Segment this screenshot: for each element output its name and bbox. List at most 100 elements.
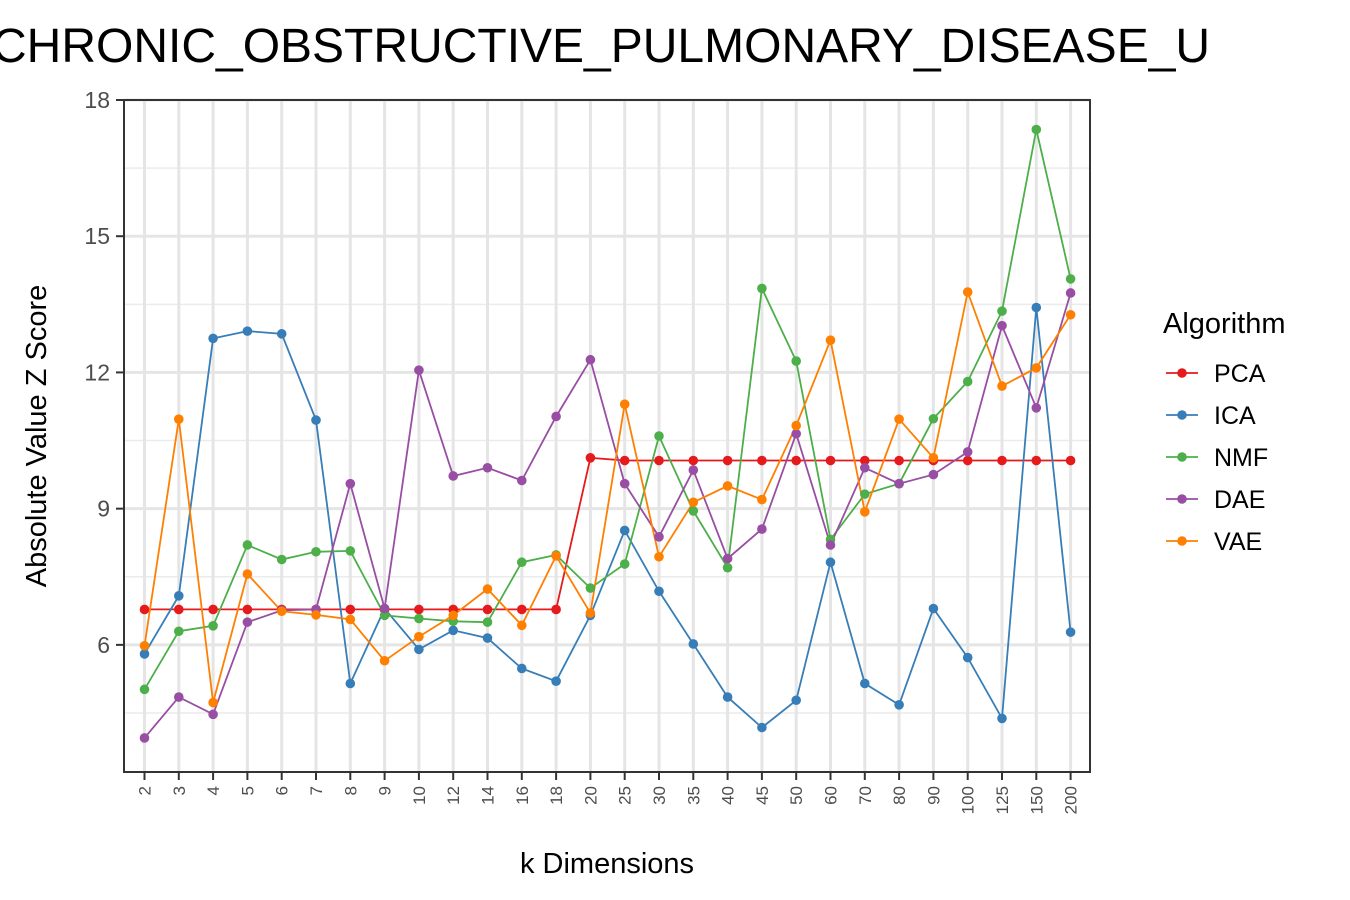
series-points — [139, 124, 1076, 743]
data-point-vae — [345, 614, 356, 625]
x-tick-label: 35 — [684, 786, 703, 805]
legend-key-point-nmf — [1177, 452, 1187, 462]
series-line-dae — [143, 292, 1072, 739]
data-point-ica — [208, 333, 218, 344]
data-point-nmf — [860, 489, 870, 499]
data-point-pca — [722, 455, 733, 466]
data-point-vae — [585, 608, 596, 618]
x-tick-label: 4 — [204, 786, 223, 795]
x-tick-label: 20 — [581, 786, 600, 805]
y-axis: 6 9 12 15 18 — [84, 87, 124, 658]
data-point-nmf — [997, 306, 1007, 316]
x-tick-label: 25 — [616, 786, 635, 805]
series-line-ica — [143, 307, 1072, 729]
data-point-ica — [962, 652, 973, 663]
data-point-dae — [517, 475, 527, 486]
data-point-ica — [654, 586, 664, 597]
data-point-nmf — [1065, 274, 1076, 284]
data-point-pca — [1031, 455, 1042, 466]
x-tick-label: 100 — [959, 786, 978, 814]
data-point-ica — [1065, 627, 1076, 637]
data-point-dae — [379, 603, 390, 614]
data-point-dae — [654, 532, 664, 542]
data-point-ica — [174, 591, 184, 601]
legend-label-dae: DAE — [1214, 486, 1265, 514]
data-point-pca — [894, 455, 904, 466]
data-point-nmf — [791, 356, 801, 366]
x-tick-label: 8 — [341, 786, 360, 795]
x-tick-label: 125 — [993, 786, 1012, 814]
data-point-nmf — [757, 283, 767, 294]
data-point-ica — [482, 633, 493, 643]
series-lines — [143, 129, 1072, 739]
data-point-vae — [791, 420, 801, 431]
data-point-pca — [962, 455, 973, 466]
y-tick-label: 15 — [84, 223, 110, 249]
data-point-pca — [414, 604, 424, 615]
data-point-pca — [551, 604, 561, 615]
data-point-dae — [1031, 403, 1042, 413]
x-tick-label: 2 — [136, 786, 155, 795]
x-tick-label: 9 — [376, 786, 395, 795]
data-point-dae — [722, 553, 733, 564]
x-tick-label: 5 — [238, 786, 257, 795]
x-tick-label: 6 — [273, 786, 292, 795]
legend-label-ica: ICA — [1214, 402, 1256, 430]
legend: Algorithm PCA ICA NMF DAE VAE — [1163, 308, 1286, 556]
legend-key-point-ica — [1177, 410, 1187, 420]
data-point-vae — [139, 640, 150, 651]
x-tick-label: 80 — [890, 786, 909, 805]
data-point-vae — [242, 569, 253, 579]
data-point-vae — [654, 551, 664, 562]
data-point-dae — [1065, 288, 1076, 298]
data-point-dae — [208, 709, 218, 720]
legend-key-point-dae — [1177, 494, 1187, 504]
data-point-vae — [860, 507, 870, 517]
x-tick-label: 50 — [787, 786, 806, 805]
data-point-vae — [414, 631, 424, 642]
data-point-vae — [962, 287, 973, 297]
data-point-dae — [482, 462, 493, 473]
data-point-vae — [894, 414, 904, 425]
data-point-vae — [448, 610, 459, 621]
legend-title: Algorithm — [1163, 308, 1286, 340]
data-point-ica — [619, 525, 630, 536]
data-point-ica — [928, 603, 939, 614]
data-point-dae — [345, 478, 356, 489]
data-point-ica — [551, 676, 561, 686]
data-point-ica — [722, 692, 733, 702]
x-axis-title: k Dimensions — [520, 848, 694, 880]
data-point-vae — [688, 497, 699, 508]
data-point-pca — [585, 452, 596, 463]
data-point-dae — [757, 524, 767, 534]
data-point-vae — [928, 452, 939, 463]
data-point-nmf — [242, 540, 253, 550]
data-point-pca — [242, 604, 253, 615]
x-tick-label: 12 — [444, 786, 463, 805]
data-point-vae — [174, 414, 184, 425]
data-point-ica — [791, 695, 801, 706]
data-point-vae — [208, 697, 218, 708]
data-point-dae — [242, 617, 253, 627]
data-point-dae — [962, 447, 973, 457]
x-tick-label: 30 — [650, 786, 669, 805]
data-point-nmf — [928, 413, 939, 424]
legend-label-pca: PCA — [1214, 360, 1266, 388]
data-point-pca — [482, 604, 493, 615]
data-point-dae — [551, 411, 561, 422]
y-axis-title: Absolute Value Z Score — [21, 285, 53, 588]
data-point-pca — [688, 455, 699, 466]
data-point-nmf — [482, 617, 493, 627]
legend-label-vae: VAE — [1214, 528, 1262, 556]
x-tick-label: 150 — [1027, 786, 1046, 814]
data-point-ica — [517, 663, 527, 674]
data-point-dae — [619, 478, 630, 489]
data-point-vae — [997, 381, 1007, 391]
data-point-nmf — [379, 610, 390, 621]
data-point-pca — [825, 455, 836, 466]
legend-key-point-vae — [1177, 536, 1187, 546]
data-point-ica — [448, 625, 459, 636]
plot-panel-border — [123, 99, 1091, 773]
series-line-nmf — [143, 129, 1072, 690]
data-point-nmf — [311, 546, 321, 557]
